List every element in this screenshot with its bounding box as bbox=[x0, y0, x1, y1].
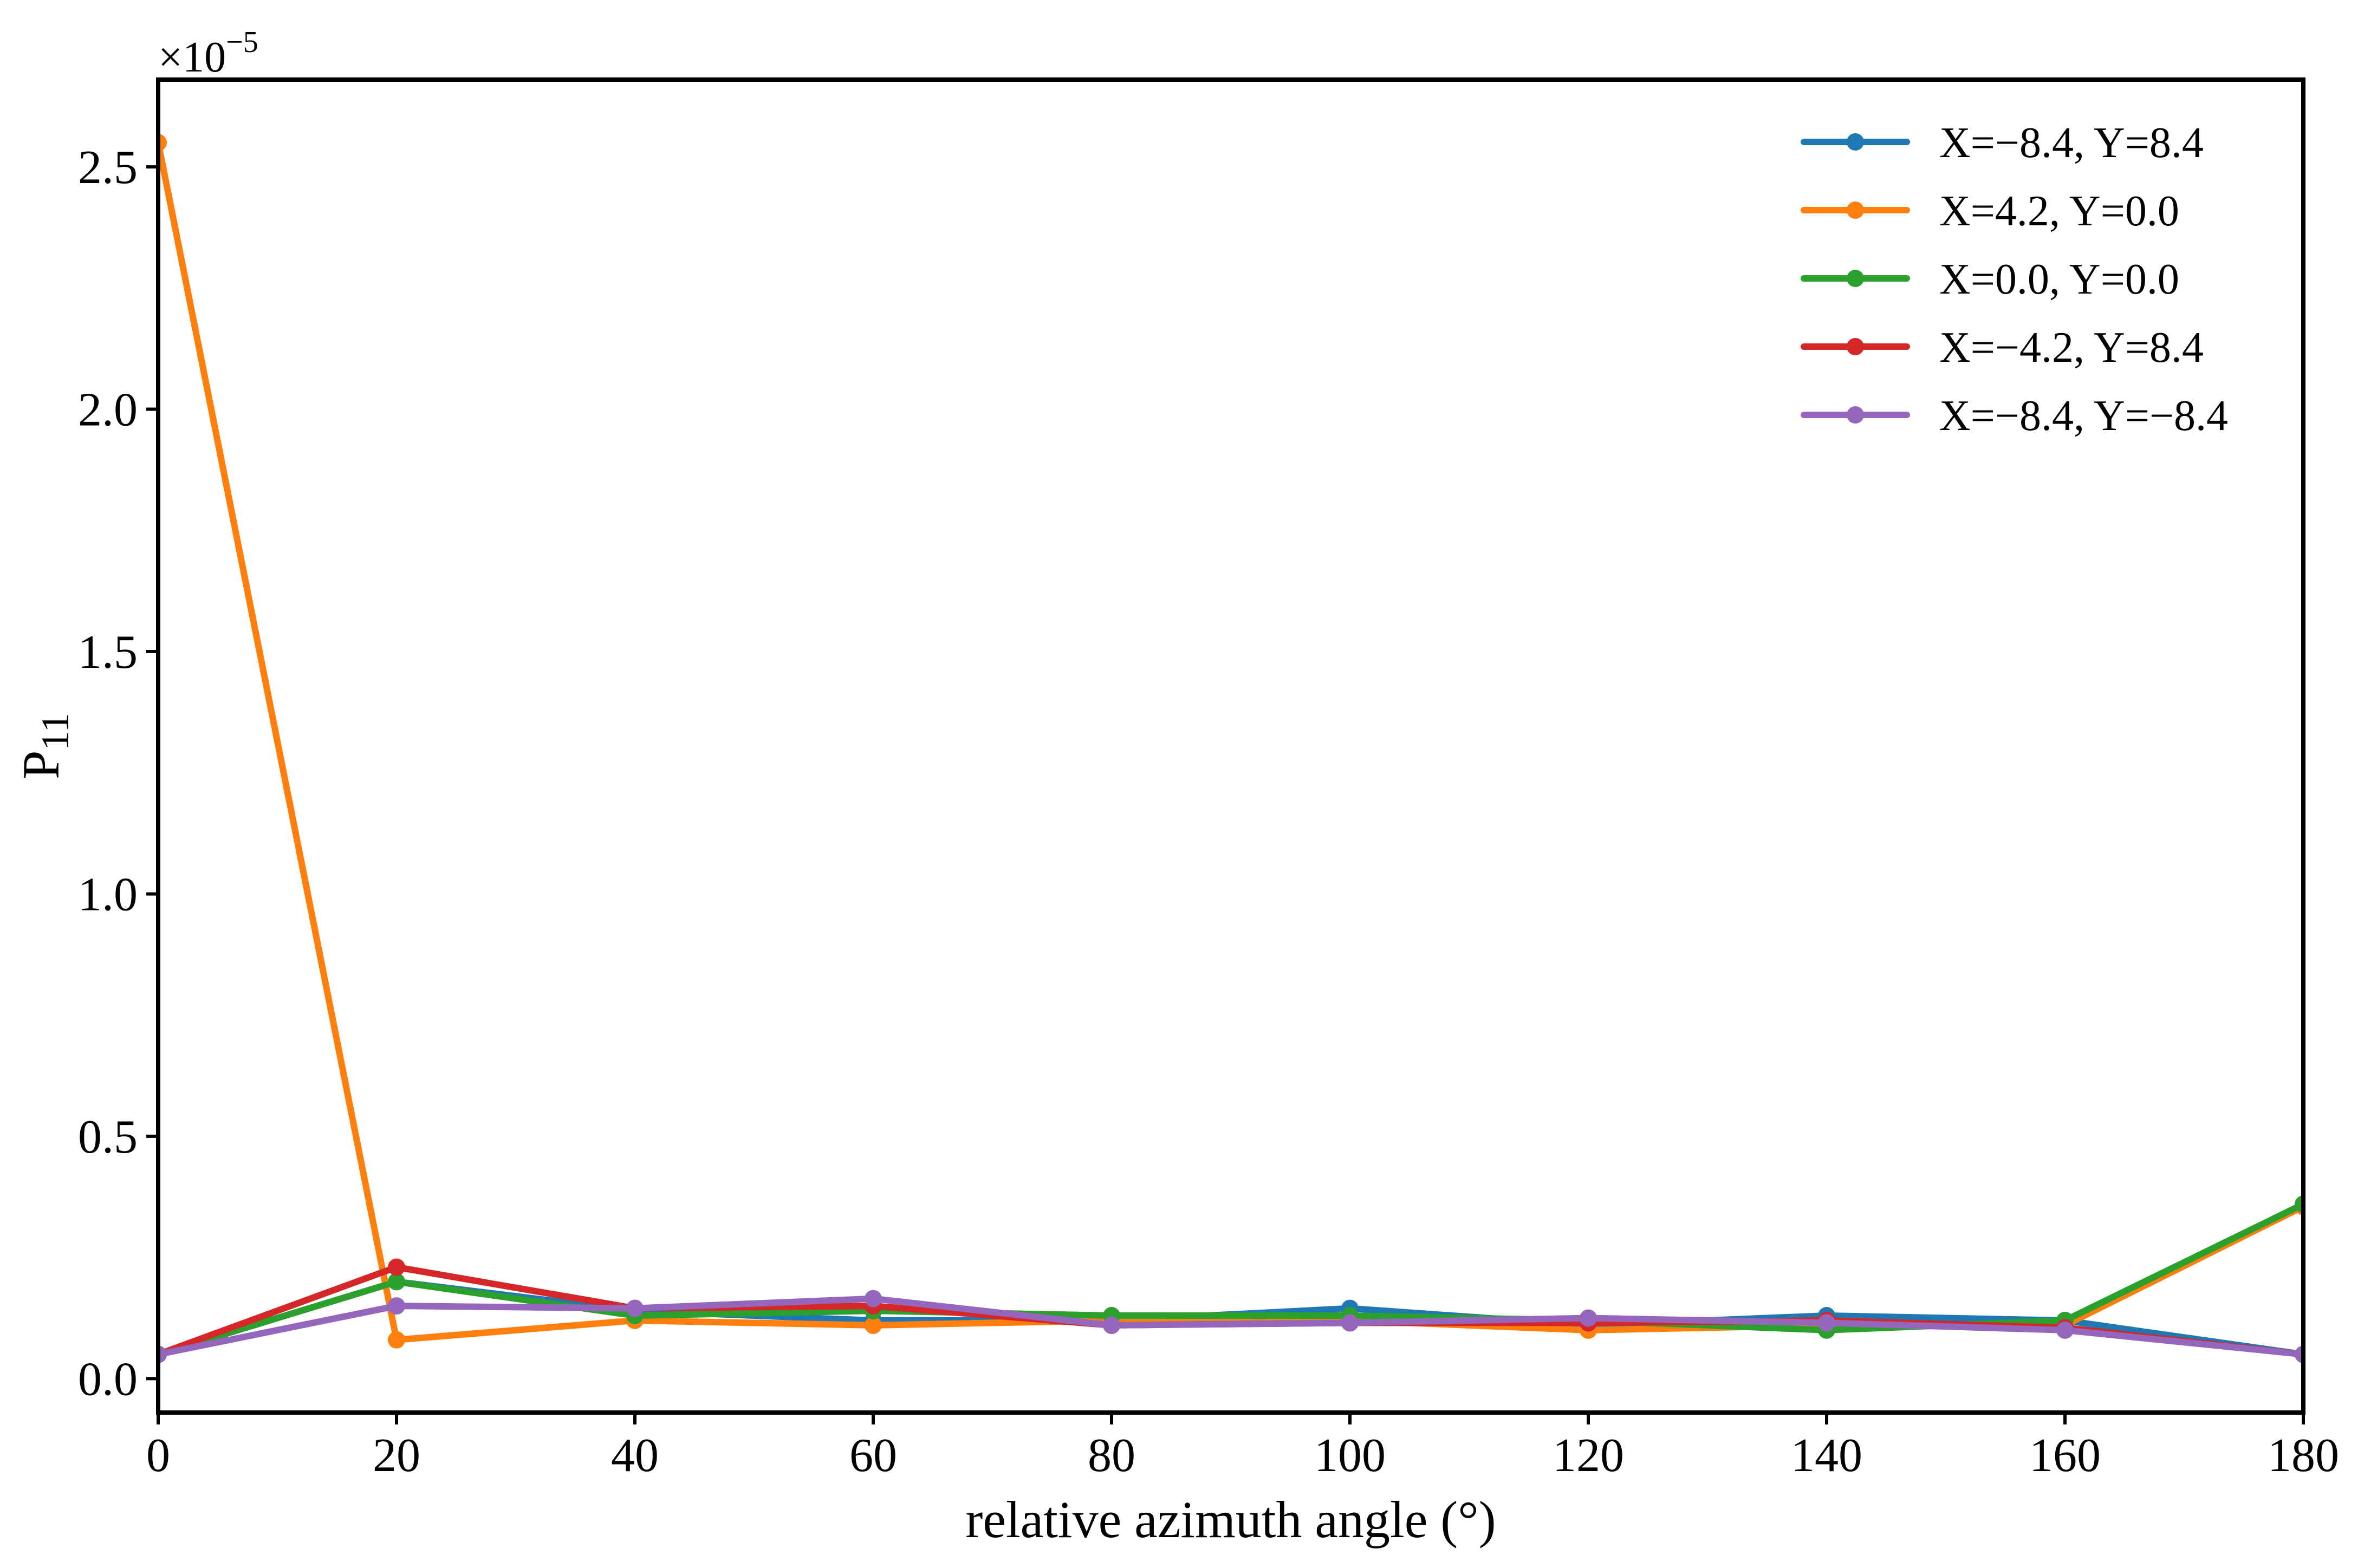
x-tick-label-160: 160 bbox=[2029, 1429, 2101, 1482]
series-line-5 bbox=[158, 1295, 2303, 1358]
legend: X=−8.4, Y=8.4 X=4.2, Y=0.0 X=0.0, Y=0.0 X=−… bbox=[1801, 119, 2228, 440]
series-line-4 bbox=[158, 1264, 2303, 1358]
data-point-s4-20 bbox=[388, 1258, 405, 1276]
series-layer bbox=[158, 134, 2303, 1363]
legend-label-2: X=4.2, Y=0.0 bbox=[1939, 187, 2179, 235]
x-tick-label-20: 20 bbox=[373, 1429, 420, 1482]
legend-marker-4 bbox=[1847, 338, 1864, 355]
y-scale-exponent: −5 bbox=[226, 25, 258, 59]
x-tick-label-180: 180 bbox=[2268, 1429, 2339, 1482]
axes-layer: 0 20 40 60 80 100 120 140 160 180 0.0 0.5 1.0 1.5 2.0 2… bbox=[78, 77, 2339, 1482]
data-point-s5-60 bbox=[865, 1290, 882, 1307]
legend-label-1: X=−8.4, Y=8.4 bbox=[1939, 119, 2204, 167]
legend-label-4: X=−4.2, Y=8.4 bbox=[1939, 324, 2204, 372]
y-tick-label-0: 0.0 bbox=[78, 1353, 138, 1406]
data-point-s5-100 bbox=[1341, 1314, 1359, 1332]
x-tick-label-140: 140 bbox=[1791, 1429, 1862, 1482]
y-axis-label: P11 bbox=[12, 713, 77, 779]
y-tick-label-2.5: 2.5 bbox=[78, 141, 138, 194]
legend-marker-3 bbox=[1847, 270, 1864, 287]
y-scale-base: ×10 bbox=[158, 34, 226, 81]
data-point-s3-20 bbox=[388, 1273, 405, 1291]
legend-marker-1 bbox=[1847, 133, 1864, 151]
y-tick-label-1.5: 1.5 bbox=[78, 626, 138, 679]
x-tick-label-120: 120 bbox=[1553, 1429, 1624, 1482]
data-point-s5-140 bbox=[1818, 1314, 1835, 1332]
legend-label-5: X=−8.4, Y=−8.4 bbox=[1939, 392, 2228, 440]
y-tick-label-0.5: 0.5 bbox=[78, 1111, 138, 1163]
y-tick-label-1: 1.0 bbox=[78, 868, 138, 921]
data-point-s5-120 bbox=[1580, 1309, 1597, 1327]
data-point-s5-20 bbox=[388, 1297, 405, 1315]
series-line-2 bbox=[158, 139, 2303, 1343]
plot-area bbox=[158, 134, 2303, 1363]
x-tick-label-80: 80 bbox=[1088, 1429, 1135, 1482]
x-tick-label-60: 60 bbox=[849, 1429, 897, 1482]
x-tick-label-0: 0 bbox=[146, 1429, 170, 1482]
data-point-s2-60 bbox=[865, 1316, 882, 1334]
data-point-s5-160 bbox=[2056, 1321, 2074, 1339]
data-point-s2-20 bbox=[388, 1331, 405, 1349]
x-tick-label-100: 100 bbox=[1314, 1429, 1386, 1482]
y-axis-label-subscript: 11 bbox=[34, 713, 77, 750]
y-scale-factor: ×10−5 bbox=[158, 25, 258, 81]
data-point-s5-40 bbox=[626, 1299, 644, 1317]
legend-marker-5 bbox=[1847, 406, 1864, 424]
plot-frame bbox=[156, 77, 2305, 1415]
x-tick-label-40: 40 bbox=[611, 1429, 659, 1482]
y-tick-label-2: 2.0 bbox=[78, 384, 138, 437]
legend-marker-2 bbox=[1847, 201, 1864, 219]
y-axis-label-main: P bbox=[12, 750, 70, 779]
legend-label-3: X=0.0, Y=0.0 bbox=[1939, 256, 2179, 303]
x-axis-label: relative azimuth angle (°) bbox=[965, 1491, 1496, 1549]
data-point-s5-80 bbox=[1103, 1316, 1120, 1334]
